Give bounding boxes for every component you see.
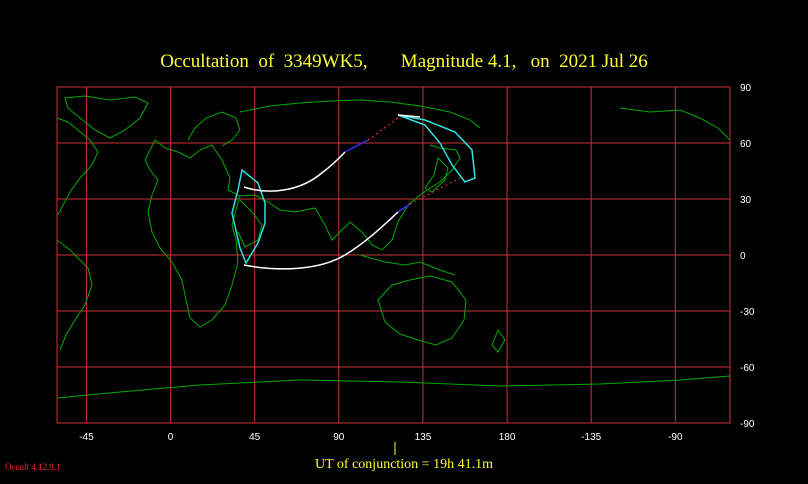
latitude-tick-label: 60 (740, 139, 752, 150)
longitude-tick-label: 90 (333, 432, 345, 443)
coastline-alaska (619, 107, 731, 141)
latitude-tick-label: 0 (740, 251, 746, 262)
longitude-tick-label: -135 (581, 432, 601, 443)
coastline-asia-north (239, 99, 481, 129)
map-title: Occultation of 3349WK5, Magnitude 4.1, o… (160, 51, 648, 72)
coastline-new-zealand (491, 328, 506, 353)
coastline-europe-africa (144, 139, 241, 328)
conjunction-label: UT of conjunction = 19h 41.1m (315, 457, 493, 472)
longitude-tick-label: 180 (499, 432, 516, 443)
coastline-asia-south (239, 144, 461, 251)
version-label: Occult 4.12.9.1 (5, 462, 61, 472)
latitude-tick-label: 90 (740, 83, 752, 94)
coastline-australia (377, 275, 467, 346)
longitude-tick-label: 45 (249, 432, 261, 443)
longitude-tick-label: 0 (168, 432, 174, 443)
occultation-path (231, 114, 476, 270)
central-line-south (243, 211, 399, 270)
longitude-tick-label: -90 (668, 432, 683, 443)
coastline-south-america (56, 239, 93, 351)
grid-lines (57, 87, 730, 423)
coastline-indonesia (359, 254, 456, 276)
southern-limit-line (397, 114, 476, 183)
latitude-labels: 90 60 30 0 -30 -60 -90 (740, 83, 755, 430)
latitude-tick-label: -90 (740, 419, 755, 430)
central-line-east (397, 114, 421, 118)
longitude-tick-label: 135 (415, 432, 432, 443)
central-line-west (243, 151, 346, 192)
coastline-antarctica (56, 375, 731, 399)
coastline-greenland (64, 95, 149, 139)
latitude-tick-label: -60 (740, 363, 755, 374)
dotted-extension-2 (409, 177, 461, 205)
longitude-labels: -45 0 45 90 135 180 -135 -90 (79, 432, 683, 443)
night-segment-1 (344, 139, 369, 153)
coastline-americas-east (56, 117, 99, 216)
coastline-scandinavia (187, 111, 241, 147)
night-segment-2 (397, 203, 411, 213)
latitude-tick-label: -30 (740, 307, 755, 318)
longitude-tick-label: -45 (79, 432, 94, 443)
latitude-tick-label: 30 (740, 195, 752, 206)
northern-limit-line (231, 168, 266, 265)
dotted-extension-1 (367, 117, 399, 141)
coastline-arabia (237, 199, 263, 248)
